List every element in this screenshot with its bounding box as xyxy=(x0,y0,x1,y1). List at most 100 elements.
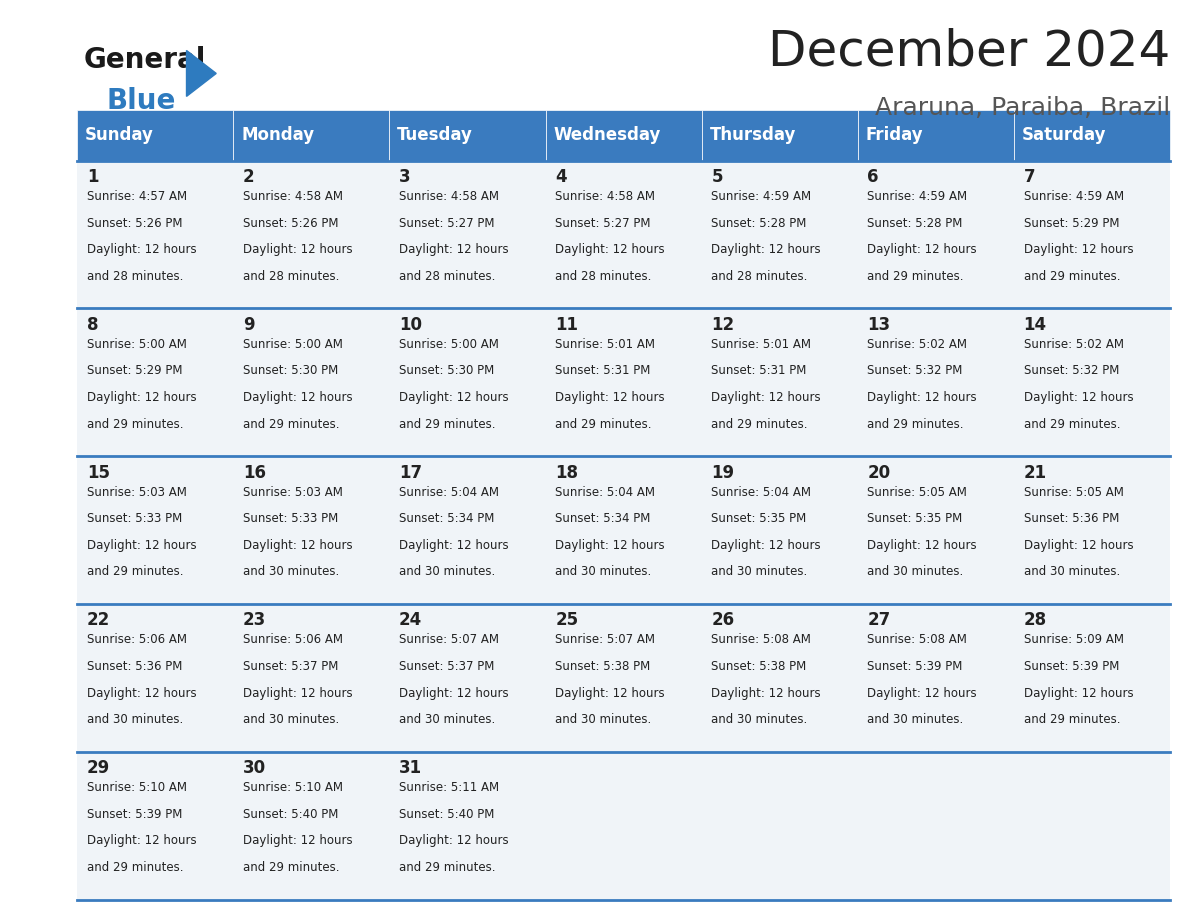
Text: and 30 minutes.: and 30 minutes. xyxy=(867,565,963,578)
Text: Sunrise: 5:11 AM: Sunrise: 5:11 AM xyxy=(399,781,499,794)
FancyBboxPatch shape xyxy=(1015,604,1170,752)
Text: and 29 minutes.: and 29 minutes. xyxy=(712,418,808,431)
FancyBboxPatch shape xyxy=(1015,308,1170,456)
Text: Sunrise: 4:58 AM: Sunrise: 4:58 AM xyxy=(242,190,343,203)
Text: Sunset: 5:29 PM: Sunset: 5:29 PM xyxy=(87,364,182,377)
Text: Daylight: 12 hours: Daylight: 12 hours xyxy=(399,834,508,847)
Text: and 29 minutes.: and 29 minutes. xyxy=(399,418,495,431)
FancyBboxPatch shape xyxy=(77,110,233,161)
Text: Daylight: 12 hours: Daylight: 12 hours xyxy=(867,391,977,404)
Text: and 29 minutes.: and 29 minutes. xyxy=(867,270,963,283)
Text: and 30 minutes.: and 30 minutes. xyxy=(87,713,183,726)
Text: Blue: Blue xyxy=(107,87,176,116)
Text: 19: 19 xyxy=(712,464,734,482)
FancyBboxPatch shape xyxy=(702,110,858,161)
FancyBboxPatch shape xyxy=(702,456,858,604)
Text: Sunset: 5:39 PM: Sunset: 5:39 PM xyxy=(1024,660,1119,673)
Text: Sunrise: 5:00 AM: Sunrise: 5:00 AM xyxy=(399,338,499,351)
Text: Sunset: 5:27 PM: Sunset: 5:27 PM xyxy=(555,217,651,230)
Text: Sunrise: 5:03 AM: Sunrise: 5:03 AM xyxy=(242,486,342,498)
Text: Sunset: 5:28 PM: Sunset: 5:28 PM xyxy=(712,217,807,230)
Text: Sunrise: 5:03 AM: Sunrise: 5:03 AM xyxy=(87,486,187,498)
Text: 14: 14 xyxy=(1024,316,1047,334)
Text: Daylight: 12 hours: Daylight: 12 hours xyxy=(242,834,353,847)
Text: and 30 minutes.: and 30 minutes. xyxy=(867,713,963,726)
Text: Sunset: 5:32 PM: Sunset: 5:32 PM xyxy=(867,364,962,377)
FancyBboxPatch shape xyxy=(545,604,702,752)
Text: Sunrise: 5:07 AM: Sunrise: 5:07 AM xyxy=(555,633,655,646)
FancyBboxPatch shape xyxy=(77,456,233,604)
Text: and 29 minutes.: and 29 minutes. xyxy=(87,418,183,431)
Text: Sunset: 5:30 PM: Sunset: 5:30 PM xyxy=(242,364,339,377)
Text: 8: 8 xyxy=(87,316,99,334)
Text: December 2024: December 2024 xyxy=(767,28,1170,75)
FancyBboxPatch shape xyxy=(390,308,545,456)
Text: Daylight: 12 hours: Daylight: 12 hours xyxy=(712,243,821,256)
Text: Sunset: 5:32 PM: Sunset: 5:32 PM xyxy=(1024,364,1119,377)
Text: 21: 21 xyxy=(1024,464,1047,482)
FancyBboxPatch shape xyxy=(390,456,545,604)
Text: Daylight: 12 hours: Daylight: 12 hours xyxy=(1024,391,1133,404)
Text: and 28 minutes.: and 28 minutes. xyxy=(87,270,183,283)
Text: 17: 17 xyxy=(399,464,422,482)
Text: Sunrise: 5:01 AM: Sunrise: 5:01 AM xyxy=(555,338,655,351)
FancyBboxPatch shape xyxy=(233,161,390,308)
Text: Daylight: 12 hours: Daylight: 12 hours xyxy=(399,539,508,552)
Text: Sunset: 5:35 PM: Sunset: 5:35 PM xyxy=(867,512,962,525)
FancyBboxPatch shape xyxy=(1015,161,1170,308)
Text: Daylight: 12 hours: Daylight: 12 hours xyxy=(867,687,977,700)
FancyBboxPatch shape xyxy=(77,752,233,900)
Text: Sunset: 5:33 PM: Sunset: 5:33 PM xyxy=(87,512,182,525)
FancyBboxPatch shape xyxy=(233,752,390,900)
Text: Sunrise: 5:04 AM: Sunrise: 5:04 AM xyxy=(399,486,499,498)
FancyBboxPatch shape xyxy=(545,752,702,900)
Text: Sunset: 5:38 PM: Sunset: 5:38 PM xyxy=(712,660,807,673)
Text: 24: 24 xyxy=(399,611,422,630)
Text: General: General xyxy=(83,46,206,74)
Text: Sunset: 5:31 PM: Sunset: 5:31 PM xyxy=(712,364,807,377)
Text: 22: 22 xyxy=(87,611,110,630)
Text: Sunrise: 4:58 AM: Sunrise: 4:58 AM xyxy=(399,190,499,203)
Text: 31: 31 xyxy=(399,759,422,778)
Text: and 30 minutes.: and 30 minutes. xyxy=(712,565,808,578)
Text: Sunset: 5:26 PM: Sunset: 5:26 PM xyxy=(242,217,339,230)
Text: and 29 minutes.: and 29 minutes. xyxy=(555,418,652,431)
Text: 15: 15 xyxy=(87,464,109,482)
Text: Sunset: 5:34 PM: Sunset: 5:34 PM xyxy=(399,512,494,525)
Text: Sunset: 5:33 PM: Sunset: 5:33 PM xyxy=(242,512,339,525)
Text: Sunset: 5:40 PM: Sunset: 5:40 PM xyxy=(399,808,494,821)
Text: Sunset: 5:31 PM: Sunset: 5:31 PM xyxy=(555,364,651,377)
Text: Daylight: 12 hours: Daylight: 12 hours xyxy=(712,391,821,404)
Text: Sunset: 5:38 PM: Sunset: 5:38 PM xyxy=(555,660,650,673)
Text: Wednesday: Wednesday xyxy=(554,127,661,144)
Text: Sunset: 5:36 PM: Sunset: 5:36 PM xyxy=(1024,512,1119,525)
Text: and 28 minutes.: and 28 minutes. xyxy=(712,270,808,283)
Text: Daylight: 12 hours: Daylight: 12 hours xyxy=(242,687,353,700)
Text: Daylight: 12 hours: Daylight: 12 hours xyxy=(242,391,353,404)
Text: Sunrise: 5:05 AM: Sunrise: 5:05 AM xyxy=(1024,486,1124,498)
Text: Sunrise: 5:09 AM: Sunrise: 5:09 AM xyxy=(1024,633,1124,646)
Text: Sunset: 5:40 PM: Sunset: 5:40 PM xyxy=(242,808,339,821)
Text: Sunrise: 5:02 AM: Sunrise: 5:02 AM xyxy=(1024,338,1124,351)
FancyBboxPatch shape xyxy=(77,308,233,456)
Text: 1: 1 xyxy=(87,168,99,186)
Text: Sunrise: 5:02 AM: Sunrise: 5:02 AM xyxy=(867,338,967,351)
Text: and 29 minutes.: and 29 minutes. xyxy=(1024,713,1120,726)
Text: Sunrise: 5:06 AM: Sunrise: 5:06 AM xyxy=(242,633,343,646)
Text: 28: 28 xyxy=(1024,611,1047,630)
Text: Sunrise: 4:59 AM: Sunrise: 4:59 AM xyxy=(712,190,811,203)
Text: Sunrise: 4:59 AM: Sunrise: 4:59 AM xyxy=(867,190,967,203)
Text: Sunrise: 5:08 AM: Sunrise: 5:08 AM xyxy=(867,633,967,646)
Text: and 29 minutes.: and 29 minutes. xyxy=(1024,270,1120,283)
Text: 30: 30 xyxy=(242,759,266,778)
Text: Sunset: 5:27 PM: Sunset: 5:27 PM xyxy=(399,217,494,230)
Text: and 28 minutes.: and 28 minutes. xyxy=(399,270,495,283)
FancyBboxPatch shape xyxy=(858,604,1015,752)
FancyBboxPatch shape xyxy=(702,752,858,900)
Text: Daylight: 12 hours: Daylight: 12 hours xyxy=(87,391,196,404)
FancyBboxPatch shape xyxy=(233,456,390,604)
Text: Sunset: 5:36 PM: Sunset: 5:36 PM xyxy=(87,660,182,673)
Text: Daylight: 12 hours: Daylight: 12 hours xyxy=(555,539,665,552)
Text: Daylight: 12 hours: Daylight: 12 hours xyxy=(242,539,353,552)
Text: and 30 minutes.: and 30 minutes. xyxy=(555,713,651,726)
